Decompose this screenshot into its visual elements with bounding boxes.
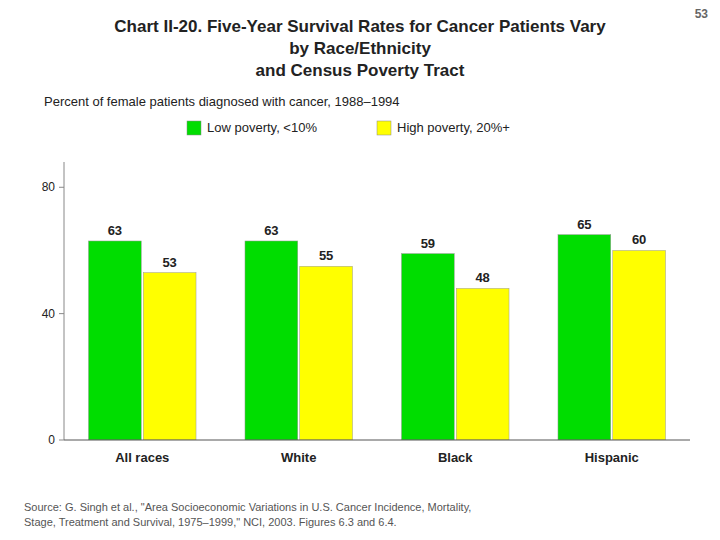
- background: [0, 0, 720, 540]
- data-label: 60: [632, 232, 646, 247]
- bar: [558, 235, 611, 440]
- data-label: 55: [319, 248, 333, 263]
- bar: [613, 250, 666, 440]
- x-tick-label: All races: [115, 450, 169, 465]
- legend-label: Low poverty, <10%: [207, 120, 317, 135]
- source: Source: G. Singh et al., "Area Socioecon…: [24, 501, 471, 513]
- bar: [143, 273, 196, 440]
- y-tick-label: 80: [42, 180, 56, 194]
- x-tick-label: Black: [438, 450, 473, 465]
- bar: [456, 288, 509, 440]
- source: Stage, Treatment and Survival, 1975–1999…: [24, 516, 397, 528]
- legend-label: High poverty, 20%+: [397, 120, 510, 135]
- x-axis: All races White Black Hispanic: [115, 450, 639, 465]
- y-tick-label: 0: [48, 433, 55, 447]
- title: Chart II-20. Five-Year Survival Rates fo…: [114, 17, 606, 36]
- subtitle: Percent of female patients diagnosed wit…: [44, 94, 400, 109]
- data-label: 53: [162, 255, 176, 270]
- x-tick-label: Hispanic: [585, 450, 639, 465]
- y-axis: 0 40 80: [42, 162, 64, 447]
- y-axis-line: [64, 162, 65, 440]
- bar: [88, 241, 141, 440]
- x-tick-label: White: [281, 450, 316, 465]
- page-number: 53: [695, 7, 709, 21]
- title: by Race/Ethnicity: [289, 39, 431, 58]
- y-tick: [59, 187, 64, 188]
- data-label: 59: [421, 236, 435, 251]
- baseline: [64, 440, 690, 441]
- data-label: 63: [264, 223, 278, 238]
- data-label: 63: [108, 223, 122, 238]
- title: and Census Poverty Tract: [256, 61, 465, 80]
- legend: Low poverty, <10% High poverty, 20%+: [187, 120, 510, 135]
- data-labels: 63 63 59 65 53 55 48 60: [108, 217, 647, 286]
- legend-swatch: [377, 121, 391, 135]
- bars: [88, 235, 665, 440]
- legend-swatch: [187, 121, 201, 135]
- y-tick-label: 40: [42, 307, 56, 321]
- chart: Chart II-20. Five-Year Survival Rates fo…: [0, 0, 720, 540]
- y-tick: [59, 440, 64, 441]
- bar: [300, 266, 353, 440]
- bar: [245, 241, 298, 440]
- bar: [401, 254, 454, 440]
- y-tick: [59, 313, 64, 314]
- data-label: 65: [577, 217, 591, 232]
- data-label: 48: [475, 270, 489, 285]
